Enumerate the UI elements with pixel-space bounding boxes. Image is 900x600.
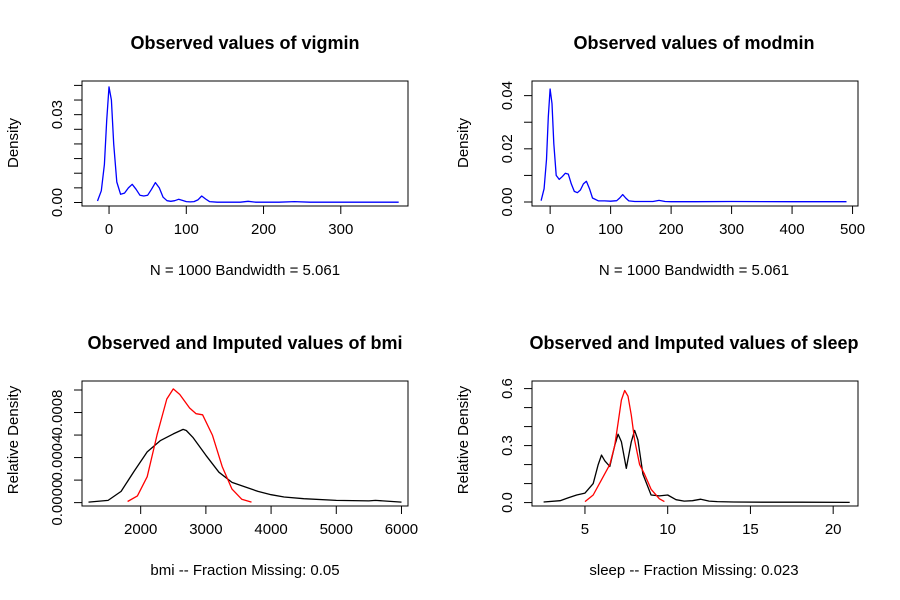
y-tick-label: 0.0004 xyxy=(49,435,66,481)
panel-modmin: Observed values of modmin N = 1000 Bandw… xyxy=(455,33,865,279)
series-lines xyxy=(88,388,402,503)
x-axis-label: N = 1000 Bandwidth = 5.061 xyxy=(150,262,340,279)
x-tick-label: 300 xyxy=(719,221,744,238)
y-ticks: 0.0 0.3 0.6 xyxy=(499,378,532,513)
x-axis-label: N = 1000 Bandwidth = 5.061 xyxy=(599,262,789,279)
x-ticks: 0 100 200 300 400 500 xyxy=(546,205,865,238)
y-axis-label: Density xyxy=(5,117,22,168)
density-line xyxy=(127,388,252,503)
y-tick-label: 0.0 xyxy=(499,492,516,513)
x-tick-label: 5 xyxy=(581,521,589,538)
density-line xyxy=(88,428,402,503)
x-ticks: 2000 3000 4000 5000 6000 xyxy=(124,505,418,538)
density-line xyxy=(540,88,847,203)
x-axis-label: sleep -- Fraction Missing: 0.023 xyxy=(589,562,798,579)
density-line xyxy=(543,429,850,504)
x-tick-label: 2000 xyxy=(124,521,157,538)
x-tick-label: 3000 xyxy=(189,521,222,538)
x-tick-label: 300 xyxy=(328,221,353,238)
x-tick-label: 10 xyxy=(659,521,676,538)
panel-sleep: Observed and Imputed values of sleep sle… xyxy=(455,333,859,579)
series-lines xyxy=(540,88,847,203)
y-tick-label: 0.04 xyxy=(499,81,516,110)
x-tick-label: 0 xyxy=(105,221,113,238)
x-tick-label: 500 xyxy=(840,221,865,238)
x-ticks: 0 100 200 300 xyxy=(105,205,353,238)
plot-box xyxy=(531,80,859,207)
y-axis-label: Relative Density xyxy=(455,385,472,494)
x-tick-label: 15 xyxy=(742,521,759,538)
y-ticks: 0.00 0.03 xyxy=(49,84,82,217)
x-tick-label: 20 xyxy=(825,521,842,538)
y-tick-label: 0.03 xyxy=(49,100,66,129)
x-tick-label: 6000 xyxy=(385,521,418,538)
panel-vigmin: Observed values of vigmin N = 1000 Bandw… xyxy=(5,33,409,279)
panel-title: Observed and Imputed values of sleep xyxy=(529,333,858,353)
x-tick-label: 400 xyxy=(780,221,805,238)
y-tick-label: 0.6 xyxy=(499,378,516,399)
y-tick-label: 0.00 xyxy=(499,187,516,216)
series-lines xyxy=(543,389,850,504)
plot-box xyxy=(531,380,859,507)
panel-title: Observed and Imputed values of bmi xyxy=(87,333,402,353)
x-tick-label: 5000 xyxy=(320,521,353,538)
panel-title: Observed values of modmin xyxy=(573,33,814,53)
y-axis-label: Relative Density xyxy=(5,385,22,494)
x-ticks: 5 10 15 20 xyxy=(581,505,842,538)
y-tick-label: 0.02 xyxy=(499,134,516,163)
x-tick-label: 200 xyxy=(659,221,684,238)
x-axis-label: bmi -- Fraction Missing: 0.05 xyxy=(150,562,339,579)
x-tick-label: 100 xyxy=(598,221,623,238)
y-ticks: 0.00 0.02 0.04 xyxy=(499,81,532,217)
series-lines xyxy=(96,86,399,203)
panel-bmi: Observed and Imputed values of bmi bmi -… xyxy=(5,333,418,579)
x-tick-label: 0 xyxy=(546,221,554,238)
x-tick-label: 4000 xyxy=(254,521,287,538)
density-line xyxy=(96,86,399,203)
x-tick-label: 200 xyxy=(251,221,276,238)
y-axis-label: Density xyxy=(455,117,472,168)
y-tick-label: 0.0000 xyxy=(49,480,66,526)
y-tick-label: 0.0008 xyxy=(49,390,66,436)
y-tick-label: 0.00 xyxy=(49,188,66,217)
y-tick-label: 0.3 xyxy=(499,435,516,456)
x-tick-label: 100 xyxy=(174,221,199,238)
panel-title: Observed values of vigmin xyxy=(130,33,359,53)
plot-box xyxy=(81,80,409,207)
density-line xyxy=(584,389,665,503)
